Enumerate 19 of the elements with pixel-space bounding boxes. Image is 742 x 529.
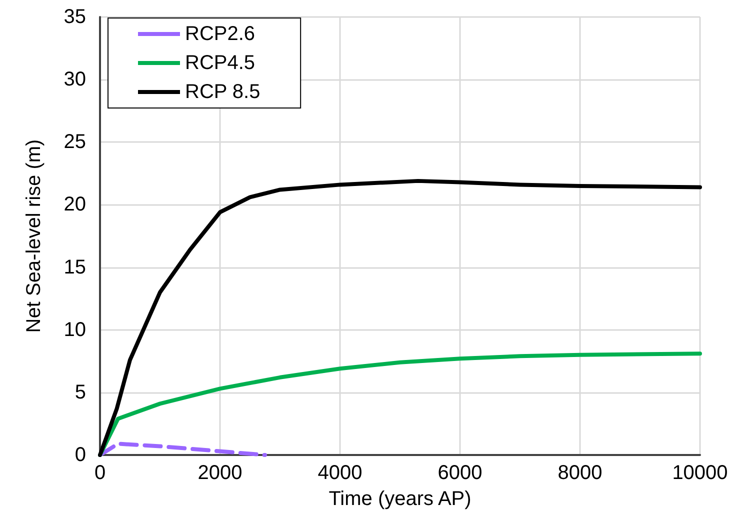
y-tick-label: 0: [74, 444, 86, 466]
x-tick-label: 8000: [558, 462, 602, 484]
legend-label: RCP4.5: [185, 52, 256, 74]
y-tick-label: 5: [74, 381, 86, 404]
x-tick-label: 6000: [438, 462, 482, 484]
legend-label: RCP2.6: [185, 23, 256, 45]
y-tick-label: 25: [64, 131, 86, 154]
x-tick-label: 4000: [318, 462, 362, 484]
y-tick-label: 20: [64, 194, 86, 216]
x-tick-label: 0: [94, 462, 106, 484]
y-tick-label: 10: [64, 318, 86, 341]
y-tick-label: 15: [64, 256, 86, 278]
y-tick-label: 35: [64, 6, 86, 28]
x-axis-title: Time (years AP): [328, 488, 472, 510]
legend-label: RCP 8.5: [185, 81, 260, 103]
x-tick-label: 2000: [198, 462, 242, 484]
x-tick-label: 10000: [672, 462, 728, 484]
y-axis-title: Net Sea-level rise (m): [23, 139, 45, 333]
y-tick-label: 30: [64, 68, 86, 91]
